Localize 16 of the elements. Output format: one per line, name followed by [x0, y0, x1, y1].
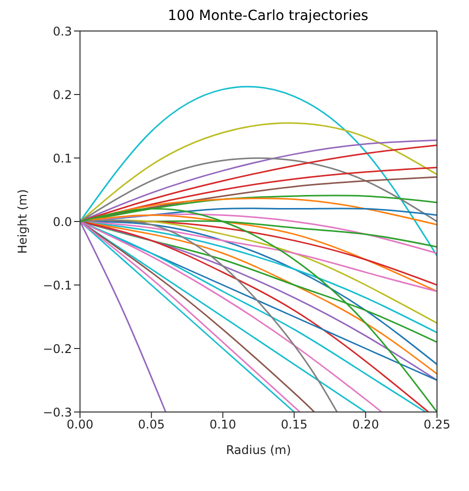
x-tick-label: 0.25 — [424, 418, 450, 432]
x-tick-label: 0.15 — [280, 418, 308, 432]
x-tick-label: 0.20 — [352, 418, 379, 432]
chart-title: 100 Monte-Carlo trajectories — [166, 8, 370, 24]
x-tick-label: 0.00 — [66, 418, 94, 432]
y-tick-label: −0.2 — [42, 342, 72, 356]
x-axis-title: Radius (m) — [226, 443, 292, 457]
y-tick-label: 0.3 — [52, 24, 72, 38]
x-tick-label: 0.05 — [138, 418, 165, 432]
y-tick-label: −0.1 — [42, 278, 72, 292]
y-tick-label: 0.1 — [52, 151, 72, 166]
y-tick-label: 0.2 — [52, 88, 72, 102]
y-axis-title: Height (m) — [15, 189, 30, 254]
y-tick-label: −0.3 — [42, 405, 72, 420]
y-tick-label: 0.0 — [52, 214, 72, 229]
x-tick-label: 0.10 — [209, 418, 236, 432]
